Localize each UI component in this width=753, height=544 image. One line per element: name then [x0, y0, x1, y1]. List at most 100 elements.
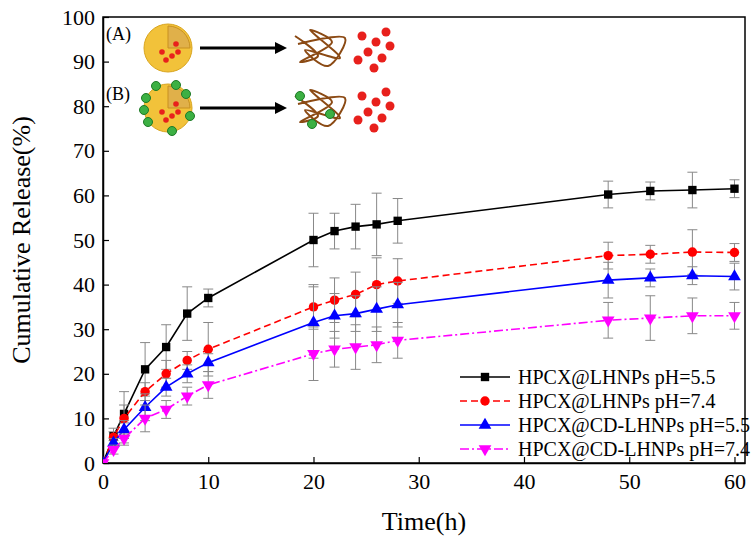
- error-bar-cap: [393, 243, 403, 244]
- tick-label: 60: [724, 469, 746, 494]
- marker: [202, 355, 215, 366]
- marker: [686, 268, 699, 279]
- tick-label: 100: [62, 5, 95, 30]
- marker: [107, 436, 120, 447]
- error-bar-cap: [372, 362, 382, 363]
- tick: 20: [303, 457, 325, 494]
- marker: [160, 406, 173, 417]
- error-bar-cap: [687, 284, 697, 285]
- marker: [161, 369, 170, 378]
- drug-dot: [358, 32, 367, 41]
- drug-dot: [169, 113, 175, 119]
- marker: [391, 297, 404, 308]
- error-bar-cap: [140, 431, 150, 432]
- error-bar-cap: [351, 272, 361, 273]
- drug-dot: [175, 49, 181, 55]
- cd-ring: [296, 92, 305, 101]
- error-bar-cap: [203, 371, 213, 372]
- tick: 20: [73, 361, 109, 386]
- error-bar-cap: [161, 400, 171, 401]
- error-bar-cap: [109, 445, 119, 446]
- marker: [307, 350, 320, 361]
- legend-marker: [479, 445, 492, 456]
- marker: [730, 185, 738, 193]
- legend-marker: [480, 396, 489, 405]
- x-axis: 0 10 20 30 40 50 60: [98, 457, 746, 494]
- error-bar-cap: [603, 262, 613, 263]
- error-bar-cap: [687, 297, 697, 298]
- drug-dot: [169, 53, 175, 59]
- drug-dot: [173, 101, 179, 107]
- tick: 60: [724, 457, 746, 494]
- error-bar: [393, 199, 403, 244]
- tick: 40: [513, 457, 535, 494]
- marker: [603, 251, 612, 260]
- drug-dot: [358, 92, 367, 101]
- marker: [202, 381, 215, 392]
- cd-ring: [172, 81, 181, 90]
- tick: 30: [73, 317, 109, 342]
- error-bar-cap: [603, 242, 613, 243]
- error-bar-cap: [308, 326, 318, 327]
- error-bar-cap: [161, 418, 171, 419]
- error-bar-cap: [729, 179, 739, 180]
- drug-dot: [159, 49, 165, 55]
- error-bar-cap: [330, 248, 340, 249]
- marker: [604, 190, 612, 198]
- tick-label: 30: [408, 469, 430, 494]
- error-bar-cap: [119, 420, 129, 421]
- tick-mark: [103, 285, 109, 286]
- tick-label: 40: [73, 272, 95, 297]
- error-bar: [372, 193, 382, 255]
- arrow-head: [275, 42, 287, 54]
- cd-ring: [326, 110, 335, 119]
- marker: [730, 248, 739, 257]
- marker: [162, 343, 170, 351]
- error-bar: [645, 182, 655, 200]
- tick: 70: [73, 138, 109, 163]
- tick: 10: [198, 457, 220, 494]
- arrow-head: [275, 102, 287, 114]
- error-bar: [603, 181, 613, 208]
- drug-dot: [372, 98, 381, 107]
- legend-marker: [481, 373, 489, 381]
- error-bar: [645, 245, 655, 263]
- error-bar-cap: [351, 324, 361, 325]
- tick-mark: [208, 457, 209, 463]
- error-bar-cap: [330, 213, 340, 214]
- error-bar-cap: [351, 248, 361, 249]
- tick-label: 20: [303, 469, 325, 494]
- error-bar-cap: [729, 263, 739, 264]
- error-bar-cap: [645, 286, 655, 287]
- error-bar-cap: [687, 266, 697, 267]
- marker: [688, 247, 697, 256]
- marker: [181, 392, 194, 403]
- tick: 50: [73, 228, 109, 253]
- error-bar-cap: [393, 198, 403, 199]
- error-bar-cap: [729, 289, 739, 290]
- marker: [349, 343, 362, 354]
- tick-label: 70: [73, 138, 95, 163]
- error-bar-cap: [603, 338, 613, 339]
- error-bar-cap: [140, 393, 150, 394]
- error-bar-cap: [351, 295, 361, 296]
- marker: [328, 308, 341, 319]
- marker: [107, 446, 120, 457]
- marker: [309, 236, 317, 244]
- drug-dot: [378, 114, 387, 123]
- legend-label: HPCX@LHNPs pH=7.4: [518, 390, 716, 413]
- tick-label: 0: [98, 469, 109, 494]
- error-bar-cap: [729, 261, 739, 262]
- error-bar-cap: [372, 193, 382, 194]
- error-bar-cap: [308, 266, 318, 267]
- error-bar-cap: [203, 371, 213, 372]
- error-bar-cap: [161, 378, 171, 379]
- drug-dot: [386, 102, 395, 111]
- tick: 50: [619, 457, 641, 494]
- error-bar: [203, 289, 213, 307]
- error-bar: [351, 204, 361, 249]
- marker: [141, 365, 149, 373]
- particle-cut: [168, 26, 190, 48]
- error-bar: [687, 172, 697, 208]
- error-bar-cap: [603, 181, 613, 182]
